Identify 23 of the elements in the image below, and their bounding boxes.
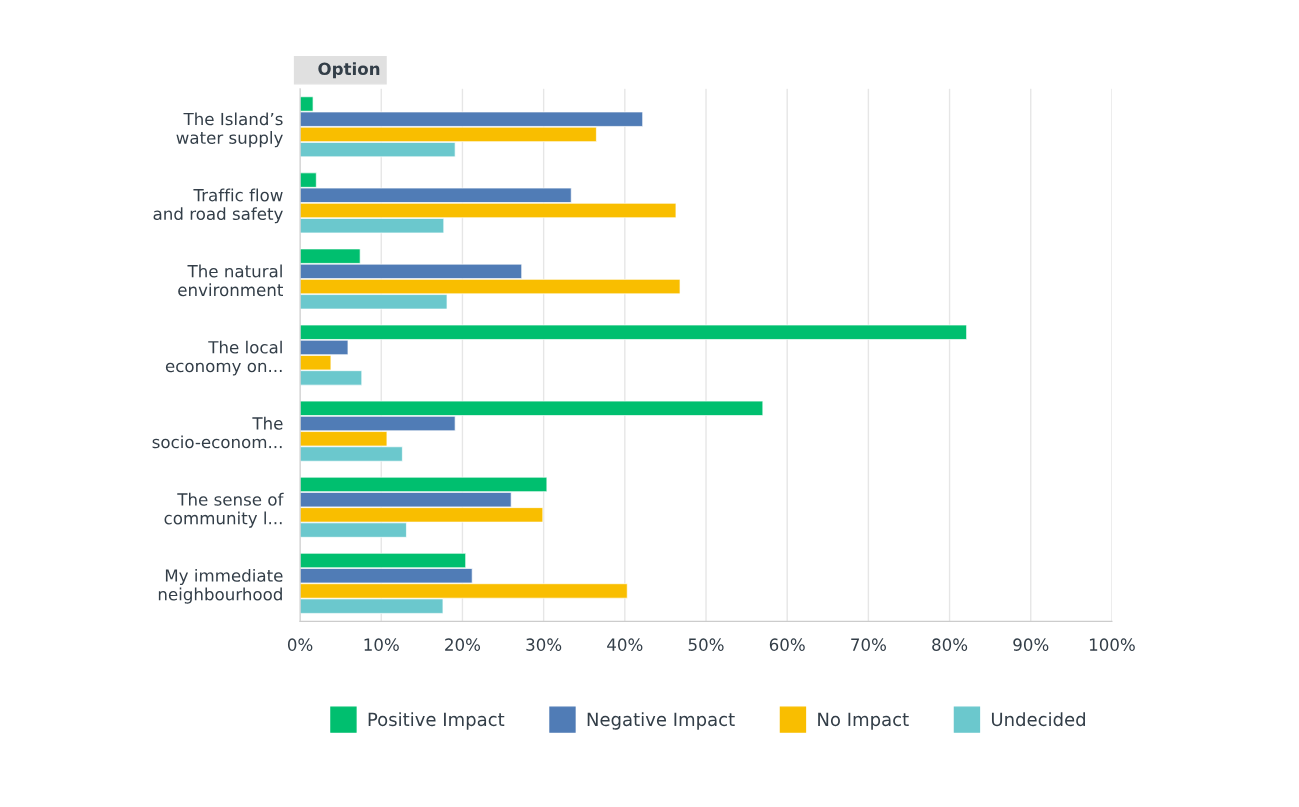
y-tick-label: The sense of community l...: [164, 492, 284, 528]
legend-label: No Impact: [818, 712, 909, 730]
x-tick-label: 0%: [287, 638, 313, 651]
chart-title: Option: [318, 62, 380, 79]
y-tick-label: Traffic flow and road safety: [153, 188, 283, 224]
y-tick-label: My immediate neighbourhood: [158, 568, 283, 604]
x-tick-label: 60%: [769, 638, 805, 651]
legend-label: Undecided: [991, 712, 1085, 727]
legend-label: Negative Impact: [587, 712, 735, 730]
x-tick-label: 10%: [364, 638, 399, 651]
y-tick-label: The local economy on...: [165, 340, 282, 376]
y-tick-label: The socio-econom...: [152, 416, 283, 449]
legend-label: Positive Impact: [368, 712, 505, 730]
x-tick-label: 40%: [607, 638, 643, 651]
x-tick-label: 50%: [688, 638, 724, 651]
y-tick-label: The Island’s water supply: [176, 112, 283, 148]
x-tick-label: 30%: [526, 638, 562, 651]
x-tick-label: 70%: [851, 638, 886, 651]
x-tick-label: 90%: [1013, 638, 1049, 651]
x-tick-label: 100%: [1089, 638, 1135, 651]
x-tick-label: 80%: [932, 638, 968, 651]
y-tick-label: The natural environment: [178, 264, 283, 297]
x-tick-label: 20%: [445, 638, 481, 651]
